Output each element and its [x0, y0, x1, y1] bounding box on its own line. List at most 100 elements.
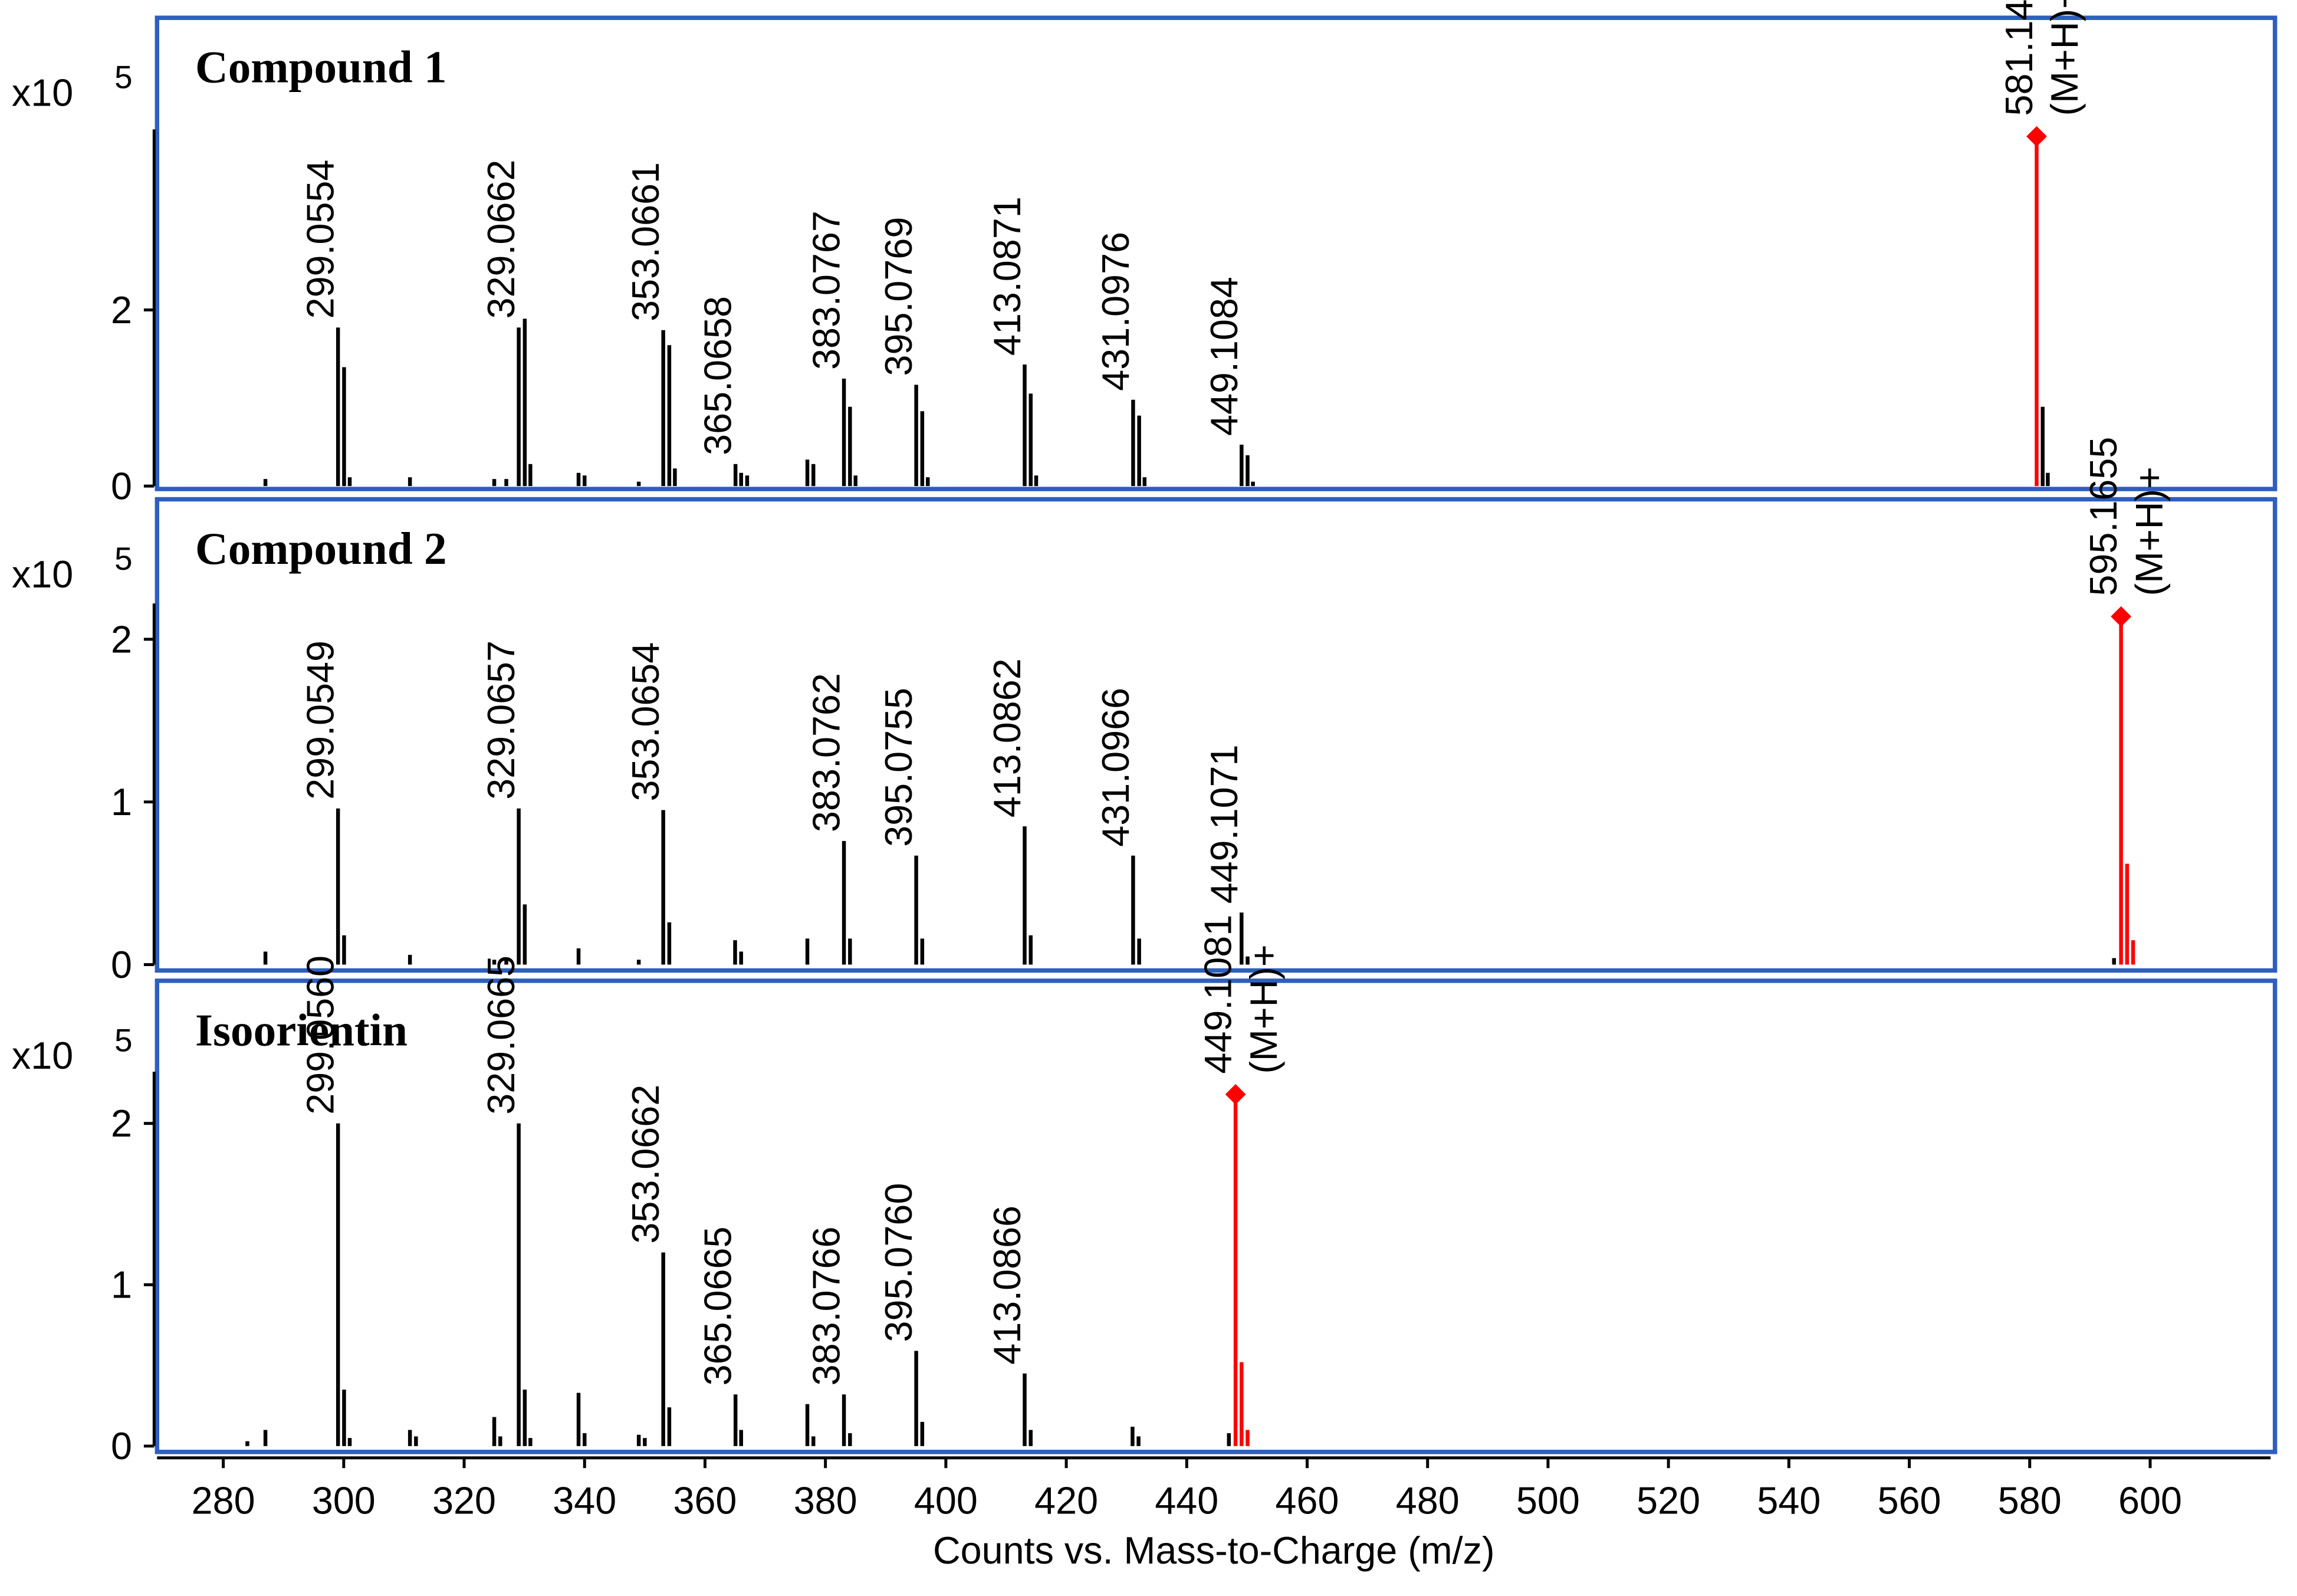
peak [920, 1421, 925, 1446]
peak [336, 1123, 340, 1446]
peak [1023, 826, 1027, 965]
x-tick-label: 480 [1396, 1479, 1460, 1522]
peak-label: 431.0966 [1094, 688, 1137, 847]
peak [347, 477, 352, 487]
chart-title: Compound 1 [195, 42, 447, 93]
peak-label: 353.0662 [624, 1085, 667, 1244]
peak-label: 581.1499 [1997, 0, 2040, 116]
peak-label: 299.0554 [299, 160, 342, 319]
peak [523, 904, 527, 965]
peak [1131, 1426, 1135, 1446]
peak [661, 1252, 665, 1446]
peak [504, 479, 508, 487]
peak [1131, 855, 1135, 965]
x-tick-label: 300 [312, 1479, 376, 1522]
peak [2131, 940, 2135, 965]
peak [805, 1404, 810, 1446]
peak [926, 477, 930, 487]
peak [1240, 912, 1244, 965]
peak [914, 1351, 918, 1446]
peak [1131, 399, 1135, 487]
precursor-marker [1225, 1084, 1246, 1105]
x-axis-title: Counts vs. Mass-to-Charge (m/z) [933, 1529, 1495, 1572]
peak [733, 1394, 738, 1446]
x-tick-label: 280 [192, 1479, 255, 1522]
peak [805, 938, 810, 965]
precursor-marker [2026, 126, 2047, 147]
peak [920, 411, 925, 487]
peak-label: 353.0661 [624, 162, 667, 321]
peak-label: 365.0665 [696, 1227, 740, 1386]
x-tick-label: 520 [1637, 1479, 1700, 1522]
peak [1023, 1373, 1027, 1446]
peak [576, 1393, 581, 1446]
peak-label: 383.0762 [805, 673, 848, 832]
peak-label: 395.0769 [877, 217, 920, 376]
peak [842, 1394, 846, 1446]
peak [739, 472, 743, 487]
peak-label: 431.0976 [1094, 232, 1137, 391]
peak [673, 468, 677, 487]
peak [2035, 136, 2039, 487]
y-unit-base: x10 [12, 1034, 73, 1077]
peak-label: 329.0665 [479, 955, 523, 1115]
y-tick-label: 1 [111, 1263, 132, 1306]
peak [1246, 455, 1250, 487]
peak [1136, 1436, 1141, 1446]
peak [745, 475, 750, 487]
peak-label: 353.0654 [624, 642, 667, 802]
peak [263, 1430, 268, 1446]
x-tick-label: 540 [1757, 1479, 1820, 1522]
peak [576, 472, 581, 487]
peak [853, 475, 857, 487]
x-tick-label: 460 [1276, 1479, 1339, 1522]
peak-label: 383.0766 [805, 1227, 848, 1386]
y-tick-label: 0 [111, 465, 132, 508]
peak [811, 1436, 816, 1446]
peak [1251, 481, 1255, 487]
x-tick-label: 380 [794, 1479, 857, 1522]
peak [733, 464, 738, 487]
peak [1034, 475, 1039, 487]
peak [492, 1417, 497, 1446]
peak [2040, 406, 2045, 487]
panel-frame [155, 497, 2278, 973]
peak-label: 413.0862 [985, 658, 1028, 817]
x-tick-label: 560 [1878, 1479, 1941, 1522]
peak [1028, 1430, 1033, 1446]
y-unit-exponent: 5 [114, 540, 132, 577]
peak [667, 922, 672, 965]
peak [342, 1390, 346, 1446]
peak [583, 475, 587, 487]
peak-label: 329.0662 [479, 160, 523, 319]
y-tick-label: 2 [111, 1102, 132, 1145]
peak [336, 327, 340, 487]
peak-label: 395.0760 [877, 1183, 920, 1342]
x-tick-label: 420 [1034, 1479, 1098, 1522]
peak [739, 951, 743, 965]
peak [2119, 616, 2123, 965]
peak [498, 1436, 502, 1446]
x-tick-label: 400 [914, 1479, 978, 1522]
peak [263, 951, 268, 965]
peak [1137, 938, 1141, 965]
y-tick-label: 0 [111, 943, 132, 986]
peak [576, 948, 581, 965]
peak [342, 367, 346, 487]
peak [263, 479, 268, 487]
peak [1023, 364, 1027, 487]
peak-label: 365.0658 [696, 296, 740, 455]
peak [805, 459, 810, 487]
peak [848, 406, 852, 487]
peak-label: 299.0560 [299, 955, 342, 1115]
peak-label: 395.0755 [877, 688, 920, 847]
peak-label: 595.1655 [2082, 437, 2125, 596]
y-unit-exponent: 5 [114, 59, 132, 96]
peak [414, 1436, 418, 1446]
y-unit-base: x10 [12, 553, 73, 596]
peak-label: 299.0549 [299, 641, 342, 800]
peak [1227, 1433, 1231, 1446]
peak [636, 1434, 641, 1446]
peak [636, 960, 641, 965]
